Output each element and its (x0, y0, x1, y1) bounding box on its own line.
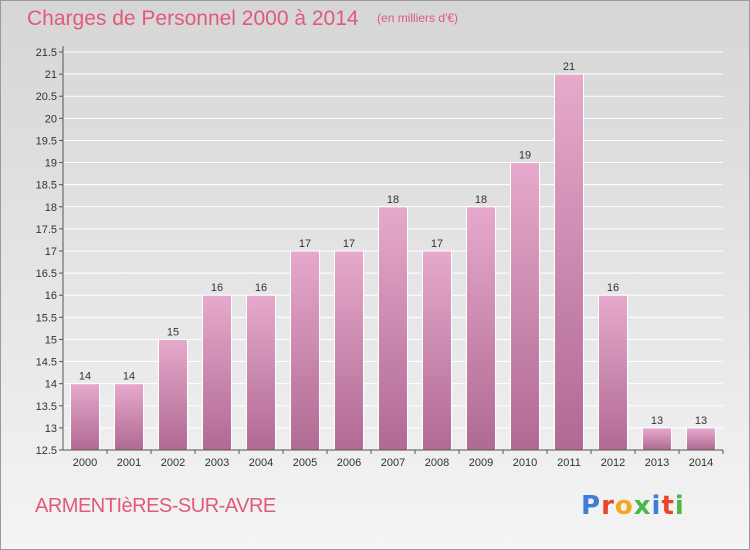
y-tick-label: 16.5 (36, 268, 57, 280)
y-tick-label: 14.5 (36, 357, 57, 369)
x-tick-label: 2003 (205, 457, 229, 469)
title-row: Charges de Personnel 2000 à 2014 (en mil… (27, 7, 458, 31)
y-tick-label: 12.5 (36, 445, 57, 457)
x-tick-label: 2008 (425, 457, 449, 469)
bar (510, 162, 540, 451)
y-tick-label: 18.5 (36, 180, 57, 192)
logo-letter: P (581, 491, 602, 521)
x-tick-label: 2001 (117, 457, 141, 469)
y-tick-label: 19 (45, 158, 57, 170)
bar (686, 427, 716, 451)
x-tick-label: 2000 (73, 457, 97, 469)
bar-value-label: 16 (607, 282, 619, 294)
y-tick-label: 15.5 (36, 312, 57, 324)
x-tick-label: 2005 (293, 457, 317, 469)
bar (70, 383, 100, 451)
bar-value-label: 16 (211, 282, 223, 294)
x-tick-label: 2002 (161, 457, 185, 469)
bar (466, 206, 496, 451)
bar-value-label: 17 (431, 238, 443, 250)
x-tick-label: 2004 (249, 457, 273, 469)
y-tick-label: 15 (45, 334, 57, 346)
x-tick-label: 2011 (557, 457, 581, 469)
x-tick-label: 2009 (469, 457, 493, 469)
y-tick-label: 21.5 (36, 47, 57, 59)
bar-value-label: 13 (651, 415, 663, 427)
bar-value-label: 14 (123, 371, 135, 383)
y-tick-label: 17 (45, 246, 57, 258)
bar-value-label: 15 (167, 326, 179, 338)
logo-letter: o (614, 491, 634, 521)
bar (114, 383, 144, 451)
bar (246, 294, 276, 451)
y-tick-label: 19.5 (36, 135, 57, 147)
bar-value-label: 18 (387, 194, 399, 206)
x-tick-label: 2007 (381, 457, 405, 469)
bar-value-label: 18 (475, 194, 487, 206)
bar (202, 294, 232, 451)
x-tick-label: 2006 (337, 457, 361, 469)
bar-value-label: 17 (299, 238, 311, 250)
y-tick-label: 14 (45, 379, 57, 391)
y-tick-label: 13.5 (36, 401, 57, 413)
chart-title: Charges de Personnel 2000 à 2014 (27, 7, 359, 30)
bar-value-label: 19 (519, 150, 531, 162)
bar (642, 427, 672, 451)
bar-value-label: 16 (255, 282, 267, 294)
bar (554, 73, 584, 451)
bar-value-label: 17 (343, 238, 355, 250)
x-tick-label: 2013 (645, 457, 669, 469)
x-tick-label: 2010 (513, 457, 537, 469)
bar (422, 250, 452, 451)
bar (598, 294, 628, 451)
x-tick-label: 2012 (601, 457, 625, 469)
logo-letter: x (633, 491, 652, 521)
unit-note: (en milliers d'€) (377, 11, 459, 25)
y-tick-label: 18 (45, 202, 57, 214)
bar (290, 250, 320, 451)
y-tick-label: 17.5 (36, 224, 57, 236)
logo-letter: t (661, 491, 675, 521)
bar (334, 250, 364, 451)
y-tick-label: 16 (45, 290, 57, 302)
y-tick-label: 13 (45, 423, 57, 435)
logo-letter: i (674, 491, 685, 521)
bar-value-label: 14 (79, 371, 91, 383)
y-tick-label: 20.5 (36, 91, 57, 103)
bar-value-label: 21 (563, 61, 575, 73)
x-tick-label: 2014 (689, 457, 713, 469)
y-tick-label: 21 (45, 69, 57, 81)
bar (158, 338, 188, 451)
logo-letter: r (601, 491, 615, 521)
bar-value-label: 13 (695, 415, 707, 427)
logo-letter: i (651, 491, 662, 521)
commune-name: ARMENTIèRES-SUR-AVRE (35, 495, 276, 517)
bar (378, 206, 408, 451)
y-tick-label: 20 (45, 113, 57, 125)
proxiti-logo[interactable]: Proxiti (581, 491, 685, 521)
